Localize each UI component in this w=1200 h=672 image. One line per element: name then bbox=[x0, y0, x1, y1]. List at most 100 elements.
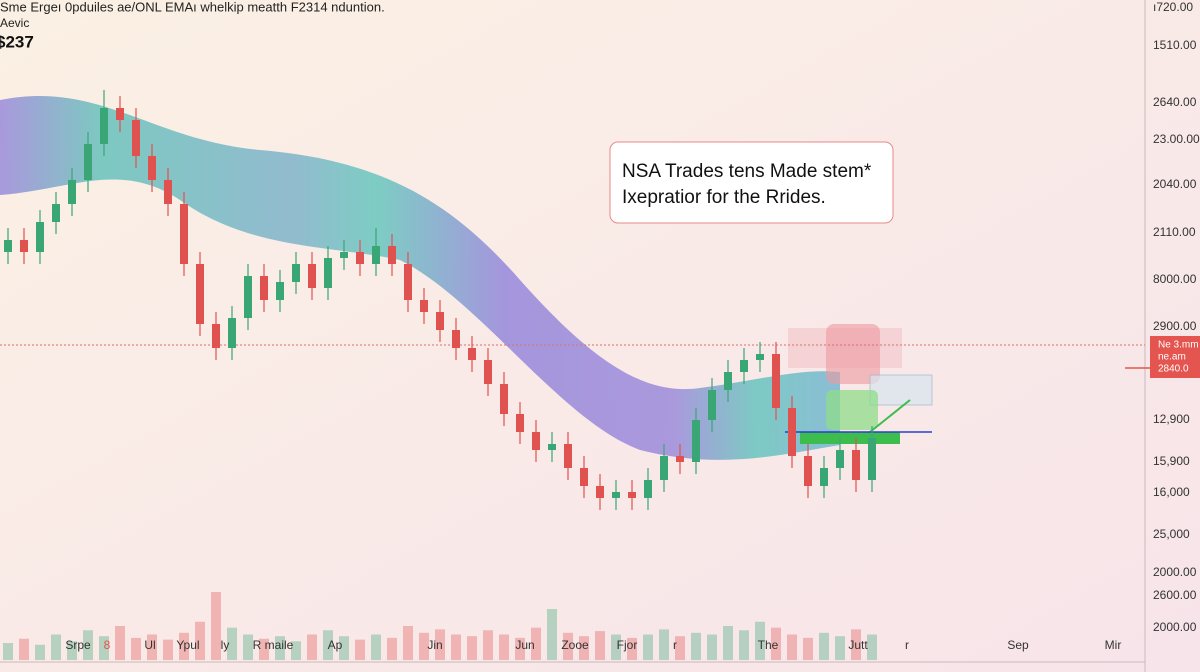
candle-body bbox=[164, 180, 172, 204]
annotation-box bbox=[609, 141, 894, 224]
price-axis-label: 12,900 bbox=[1153, 412, 1190, 426]
candle-body bbox=[484, 360, 492, 384]
time-axis-label: Zooe bbox=[561, 638, 589, 652]
volume-bar bbox=[179, 632, 189, 660]
price-axis-label: 2640.00 bbox=[1153, 95, 1197, 109]
volume-bar bbox=[611, 634, 621, 660]
volume-bar bbox=[739, 630, 749, 660]
volume-bar bbox=[387, 637, 397, 660]
volume-bar bbox=[371, 634, 381, 660]
volume-bar bbox=[99, 636, 109, 660]
candle-body bbox=[548, 444, 556, 450]
candle-body bbox=[52, 204, 60, 222]
ema-ribbon bbox=[0, 95, 840, 460]
candle-body bbox=[36, 222, 44, 252]
price-axis-label: 25,000 bbox=[1153, 527, 1190, 541]
volume-bar bbox=[3, 643, 13, 660]
candle-body bbox=[68, 180, 76, 204]
candle-body bbox=[724, 372, 732, 390]
candle-body bbox=[820, 468, 828, 486]
price-axis-label: ı720.00 bbox=[1153, 0, 1193, 14]
price-axis-label: 2600.00 bbox=[1153, 588, 1197, 602]
annotation-line: Ixepratior for the Rrides. bbox=[622, 187, 826, 208]
volume-bar bbox=[515, 637, 525, 660]
candle-body bbox=[388, 246, 396, 264]
candle-body bbox=[740, 360, 748, 372]
volume-bar bbox=[531, 627, 541, 660]
candle-body bbox=[420, 300, 428, 312]
annotation-line: NSA Trades tens Made stem* bbox=[622, 161, 872, 182]
volume-bar bbox=[339, 636, 349, 660]
time-axis-label: Fjor bbox=[617, 638, 638, 652]
volume-bar bbox=[483, 630, 493, 660]
volume-bar bbox=[467, 636, 477, 660]
candle-body bbox=[516, 414, 524, 432]
time-axis-label: ly bbox=[221, 638, 230, 652]
candle-body bbox=[804, 456, 812, 486]
candle-body bbox=[308, 264, 316, 288]
price-axis-label: 2000.00 bbox=[1153, 620, 1197, 634]
candle-body bbox=[228, 318, 236, 348]
volume-bar bbox=[787, 634, 797, 660]
volume-bar bbox=[195, 621, 205, 660]
candle-body bbox=[340, 252, 348, 258]
volume-bar bbox=[819, 632, 829, 660]
volume-bar bbox=[803, 637, 813, 660]
volume-bar bbox=[115, 626, 125, 660]
volume-bar bbox=[131, 637, 141, 660]
candle-body bbox=[212, 324, 220, 348]
price-axis-label: 8000.00 bbox=[1153, 272, 1197, 286]
time-axis-label: Jin bbox=[427, 638, 442, 652]
candle-body bbox=[84, 144, 92, 180]
candle-body bbox=[660, 456, 668, 480]
trend-line bbox=[869, 399, 911, 433]
candle-body bbox=[708, 390, 716, 420]
price-axis-label: 15,900 bbox=[1153, 454, 1190, 468]
price-axis-label: 16,000 bbox=[1153, 485, 1190, 499]
volume-bar bbox=[307, 634, 317, 660]
volume-bar bbox=[563, 632, 573, 660]
candle-body bbox=[612, 492, 620, 498]
volume-bar bbox=[323, 630, 333, 660]
chart-subtitle: Aevic bbox=[0, 16, 29, 30]
volume-bar bbox=[579, 636, 589, 660]
price-tag-box bbox=[1150, 336, 1200, 378]
zone-marker-red bbox=[826, 324, 880, 384]
volume-bar bbox=[83, 630, 93, 660]
candle-body bbox=[852, 450, 860, 480]
volume-bar bbox=[771, 627, 781, 660]
time-axis-label: Srpe bbox=[65, 638, 91, 652]
candle-body bbox=[532, 432, 540, 450]
volume-bar bbox=[291, 641, 301, 660]
price-axis-label: 2110.00 bbox=[1153, 225, 1196, 239]
candle-body bbox=[692, 420, 700, 462]
price-axis-label: 2000.00 bbox=[1153, 565, 1197, 579]
candle-body bbox=[324, 258, 332, 288]
price-axis-label: 2040.00 bbox=[1153, 177, 1197, 191]
candle-body bbox=[436, 312, 444, 330]
candle-body bbox=[404, 264, 412, 300]
candle-body bbox=[868, 438, 876, 480]
last-price: $237 bbox=[0, 32, 34, 51]
zone-marker-green bbox=[826, 390, 878, 430]
volume-bar bbox=[51, 634, 61, 660]
time-axis-label: r bbox=[673, 638, 677, 652]
candle-body bbox=[292, 264, 300, 282]
volume-bar bbox=[67, 641, 77, 660]
volume-bar bbox=[755, 621, 765, 660]
time-axis-label: R maile bbox=[253, 638, 294, 652]
candle-body bbox=[260, 276, 268, 300]
volume-bar bbox=[595, 631, 605, 660]
price-tag-text: 2840.0 bbox=[1158, 364, 1189, 375]
candle-body bbox=[372, 246, 380, 264]
volume-bar bbox=[163, 639, 173, 660]
candle-body bbox=[628, 492, 636, 498]
volume-bar bbox=[547, 609, 557, 660]
candle-body bbox=[132, 120, 140, 156]
volume-bar bbox=[707, 634, 717, 660]
candle-body bbox=[4, 240, 12, 252]
volume-bar bbox=[275, 636, 285, 660]
volume-bar bbox=[19, 638, 29, 660]
candle-body bbox=[276, 282, 284, 300]
